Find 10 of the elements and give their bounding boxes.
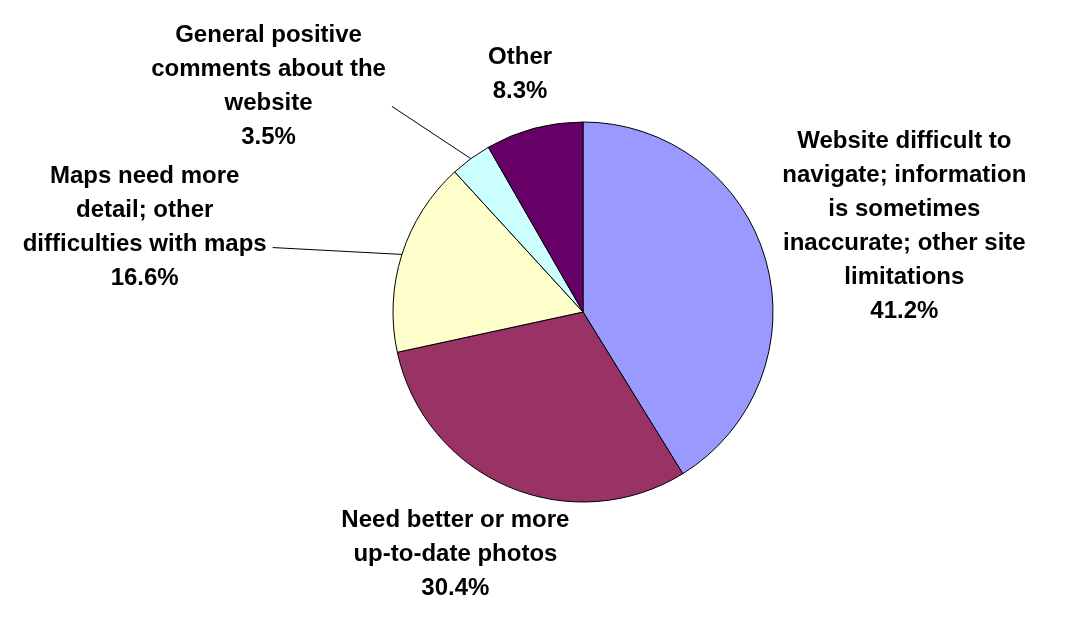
data-label: 8.3% <box>492 76 548 104</box>
slice-label: Other <box>488 42 553 70</box>
data-label: 41.2% <box>870 296 939 324</box>
slice-label: Maps need more detail; other difficulties with maps <box>22 161 267 257</box>
data-label: 16.6% <box>110 263 179 291</box>
slice-label: Need better or more up-to-date photos <box>341 505 570 567</box>
data-label: 30.4% <box>421 573 490 601</box>
slice-label: Website difficult to navigate; information is sometimes inaccurate; other site limitations <box>782 126 1027 290</box>
slice-label: General positive comments about the website <box>151 19 386 115</box>
data-label: 3.5% <box>241 121 296 149</box>
